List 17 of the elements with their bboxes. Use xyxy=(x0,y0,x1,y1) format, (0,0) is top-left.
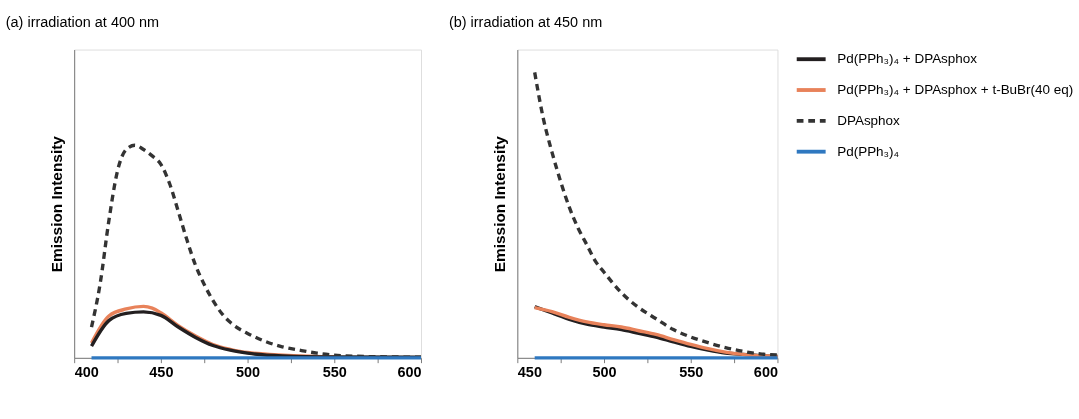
chart-title: (a) irradiation at 400 nm xyxy=(5,14,160,31)
x-tick-label: 600 xyxy=(397,363,422,380)
x-tick-label: 550 xyxy=(322,363,347,380)
chart-title: (b) irradiation at 450 nm xyxy=(448,14,603,31)
legend-label: Pd(PPh₃)₄ + DPAsphox xyxy=(837,51,978,67)
x-tick-label: 500 xyxy=(592,363,617,380)
x-tick-label: 600 xyxy=(753,363,778,380)
x-tick-label: 450 xyxy=(517,363,542,380)
x-tick-label: 450 xyxy=(149,363,174,380)
x-tick-label: 400 xyxy=(74,363,99,380)
x-tick-label: 500 xyxy=(236,363,261,380)
legend-label: DPAsphox xyxy=(837,112,901,128)
y-axis-title: Emission Intensity xyxy=(48,135,66,273)
y-axis-title: Emission Intensity xyxy=(491,135,509,273)
legend-label: Pd(PPh₃)₄ xyxy=(837,143,900,159)
x-tick-label: 550 xyxy=(679,363,704,380)
legend-label: Pd(PPh₃)₄ + DPAsphox + t-BuBr(40 eq) xyxy=(837,81,1074,97)
